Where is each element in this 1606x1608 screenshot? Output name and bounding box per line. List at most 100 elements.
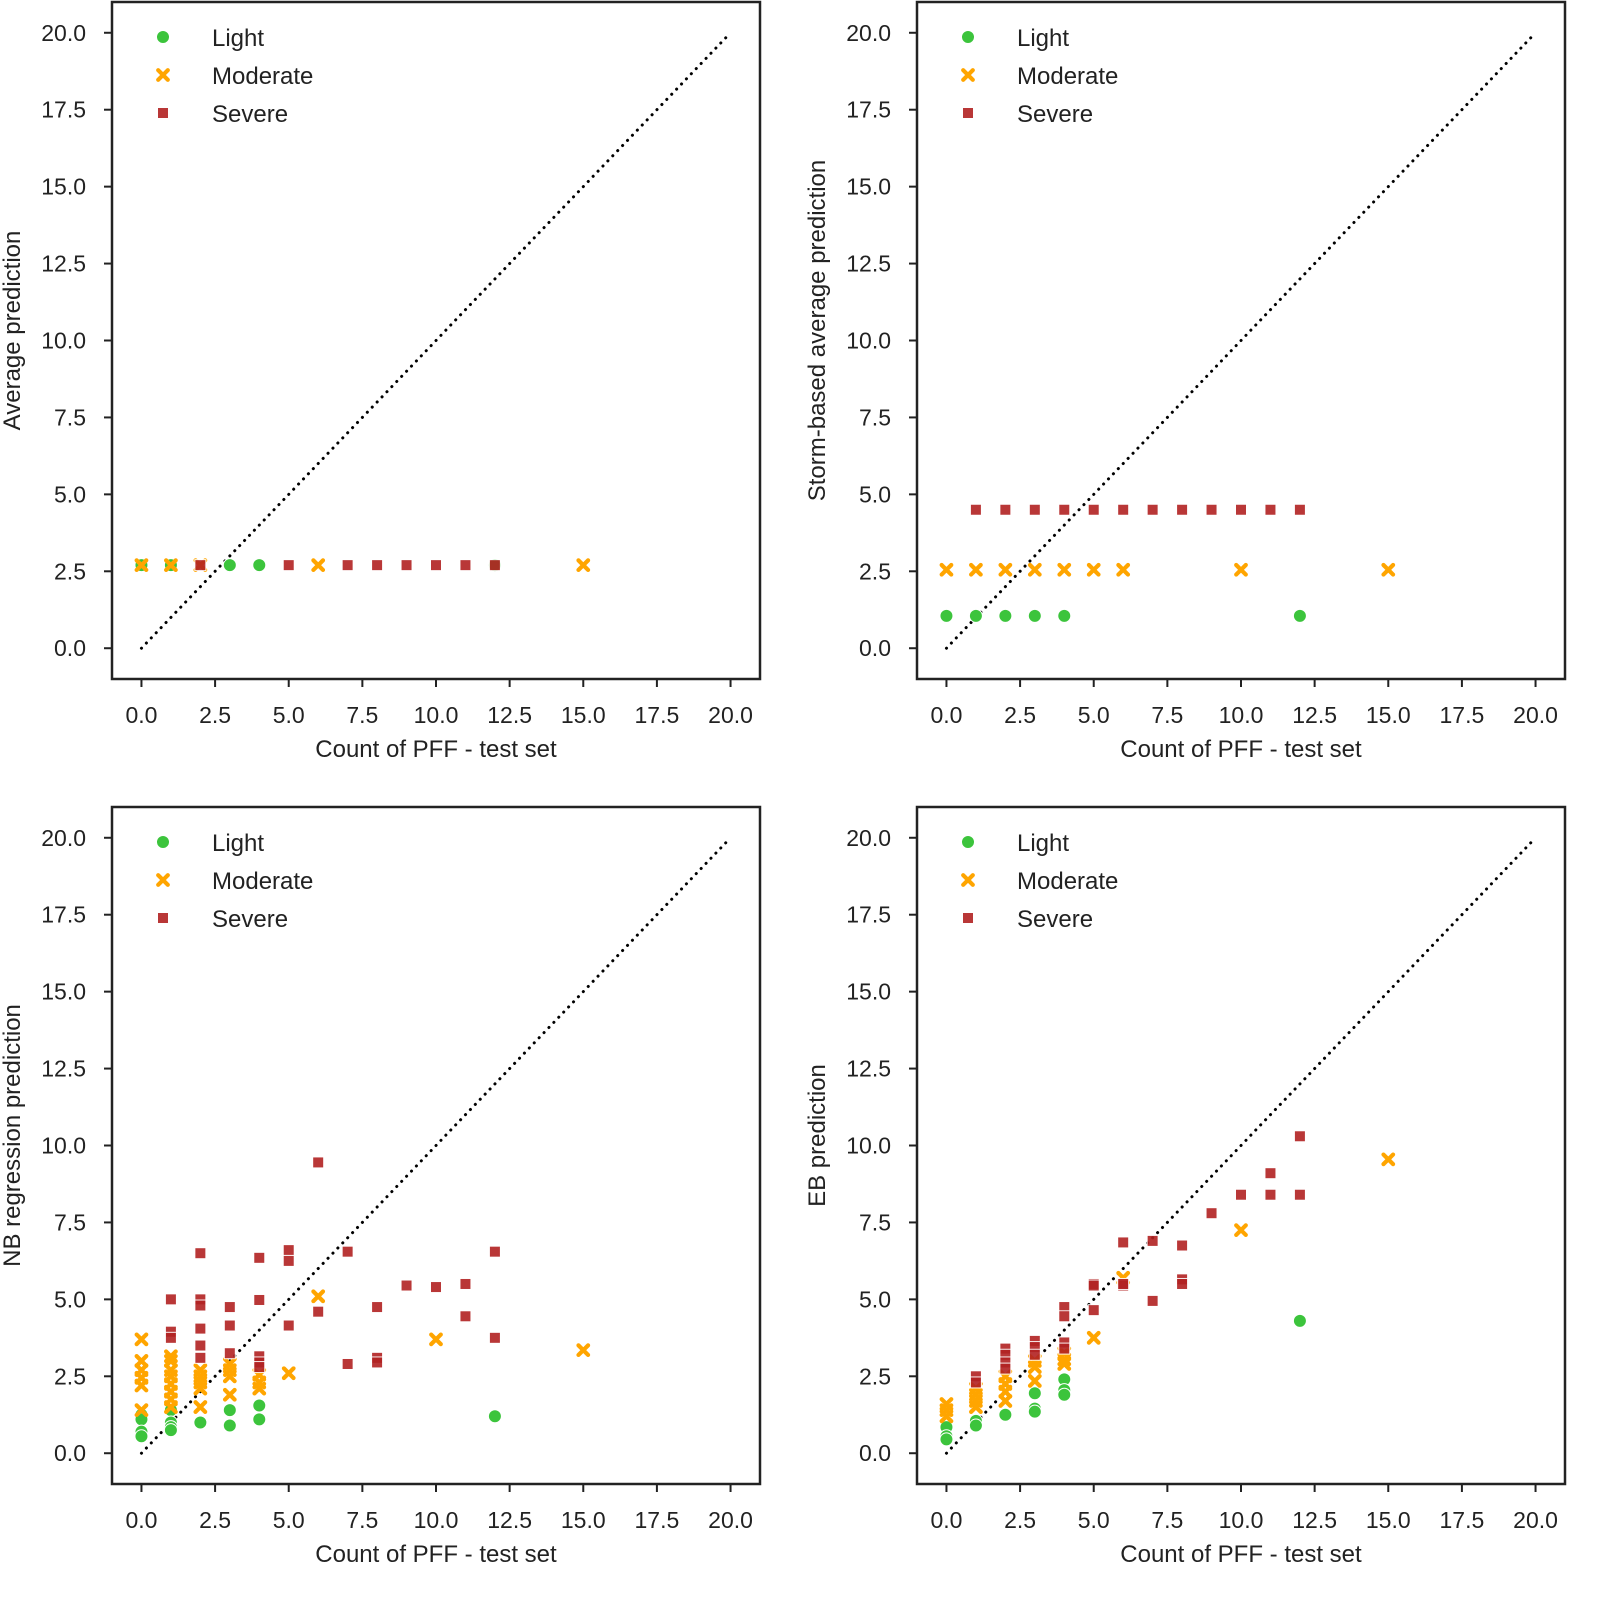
y-axis-label: Storm-based average prediction <box>804 160 831 502</box>
x-tick-label: 5.0 <box>1078 702 1110 728</box>
marker-severe <box>157 107 169 119</box>
marker-severe <box>341 1245 354 1258</box>
y-tick-label: 2.5 <box>54 558 86 584</box>
legend: Light Moderate Severe <box>961 830 1118 933</box>
marker-severe <box>459 1277 472 1290</box>
legend-label-light: Light <box>1017 830 1069 857</box>
identity-line <box>139 31 733 650</box>
y-tick-label: 5.0 <box>859 1286 891 1312</box>
marker-severe <box>400 1279 413 1292</box>
marker-severe <box>164 1331 177 1344</box>
marker-moderate <box>1027 1360 1042 1374</box>
y-tick-label: 12.5 <box>846 251 891 277</box>
marker-moderate <box>281 1366 296 1381</box>
marker-severe <box>459 1310 472 1323</box>
x-tick-label: 10.0 <box>414 1507 459 1533</box>
legend-label-light: Light <box>212 830 264 857</box>
marker-moderate <box>193 1400 208 1414</box>
marker-severe <box>341 1357 354 1370</box>
subplot-2: 0.0 0.0 2.5 2.5 5.0 5.0 7.5 7.5 10.0 10.0 12.5 12.5… <box>804 0 1567 763</box>
marker-severe <box>371 1301 384 1314</box>
marker-moderate <box>156 68 170 82</box>
marker-severe <box>223 1347 236 1360</box>
marker-severe <box>1176 1277 1189 1290</box>
y-tick-label: 10.0 <box>41 1133 86 1159</box>
marker-severe <box>999 1362 1012 1375</box>
marker-severe <box>1146 503 1159 516</box>
legend-label-severe: Severe <box>212 906 288 933</box>
marker-severe <box>969 1376 982 1389</box>
y-tick-label: 15.0 <box>41 174 86 200</box>
y-tick-label: 20.0 <box>41 825 86 851</box>
marker-light <box>939 608 954 623</box>
x-tick-label: 7.5 <box>1151 1507 1183 1533</box>
marker-severe <box>430 559 442 572</box>
y-tick-label: 2.5 <box>859 1363 891 1389</box>
marker-severe <box>1235 1188 1247 1201</box>
x-tick-label: 7.5 <box>1151 702 1183 728</box>
y-tick-label: 7.5 <box>859 1209 891 1235</box>
marker-severe <box>371 559 384 572</box>
y-tick-label: 10.0 <box>41 328 86 354</box>
x-axis-label: Count of PFF - test set <box>1120 1541 1362 1568</box>
axes-frame <box>915 805 1567 1486</box>
marker-moderate <box>1057 562 1072 577</box>
marker-severe <box>282 559 295 572</box>
x-tick-label: 0.0 <box>930 702 962 728</box>
marker-severe <box>969 503 982 516</box>
marker-severe <box>312 1156 325 1169</box>
marker-severe <box>488 1245 501 1258</box>
y-tick-label: 5.0 <box>859 481 891 507</box>
marker-moderate <box>156 873 170 887</box>
marker-moderate <box>193 1381 208 1396</box>
marker-light <box>156 30 170 44</box>
marker-moderate <box>134 1332 149 1347</box>
y-axis-label: NB regression prediction <box>0 1004 26 1267</box>
marker-moderate <box>222 1387 237 1402</box>
y-tick-label: 7.5 <box>859 404 891 430</box>
legend: Light Moderate Severe <box>156 25 313 128</box>
marker-severe <box>1028 1348 1041 1361</box>
marker-moderate <box>164 558 178 573</box>
marker-severe <box>430 1281 442 1294</box>
y-tick-label: 12.5 <box>846 1056 891 1082</box>
marker-moderate <box>1027 1374 1042 1388</box>
legend-label-moderate: Moderate <box>212 63 313 90</box>
y-tick-label: 0.0 <box>54 635 86 661</box>
marker-severe <box>1264 1188 1277 1201</box>
marker-severe <box>1293 503 1306 516</box>
y-tick-label: 5.0 <box>54 481 86 507</box>
marker-severe <box>282 1319 295 1332</box>
legend-label-light: Light <box>1017 25 1069 52</box>
marker-severe <box>999 503 1012 516</box>
x-tick-label: 5.0 <box>273 702 305 728</box>
marker-light <box>156 835 170 849</box>
marker-moderate <box>1086 1330 1101 1345</box>
marker-moderate <box>998 562 1013 577</box>
y-tick-label: 7.5 <box>54 1209 86 1235</box>
marker-moderate <box>164 1400 178 1414</box>
marker-light <box>998 1407 1013 1422</box>
x-tick-label: 7.5 <box>346 1507 378 1533</box>
marker-severe <box>1176 1239 1189 1252</box>
y-tick-label: 17.5 <box>846 97 891 123</box>
marker-severe <box>223 1319 236 1332</box>
y-tick-label: 17.5 <box>41 902 86 928</box>
y-tick-label: 2.5 <box>54 1363 86 1389</box>
marker-severe <box>962 107 974 119</box>
marker-severe <box>488 1331 501 1344</box>
marker-moderate <box>576 558 591 573</box>
x-tick-label: 2.5 <box>1004 702 1036 728</box>
marker-severe <box>157 912 169 924</box>
x-axis-label: Count of PFF - test set <box>315 736 557 763</box>
x-tick-label: 20.0 <box>708 1507 753 1533</box>
marker-severe <box>1058 503 1071 516</box>
x-tick-label: 15.0 <box>561 702 606 728</box>
marker-light <box>939 1432 954 1447</box>
marker-severe <box>194 1339 207 1352</box>
marker-light <box>163 1423 178 1438</box>
marker-moderate <box>961 68 975 82</box>
x-tick-label: 5.0 <box>1078 1507 1110 1533</box>
marker-severe <box>253 1251 266 1264</box>
